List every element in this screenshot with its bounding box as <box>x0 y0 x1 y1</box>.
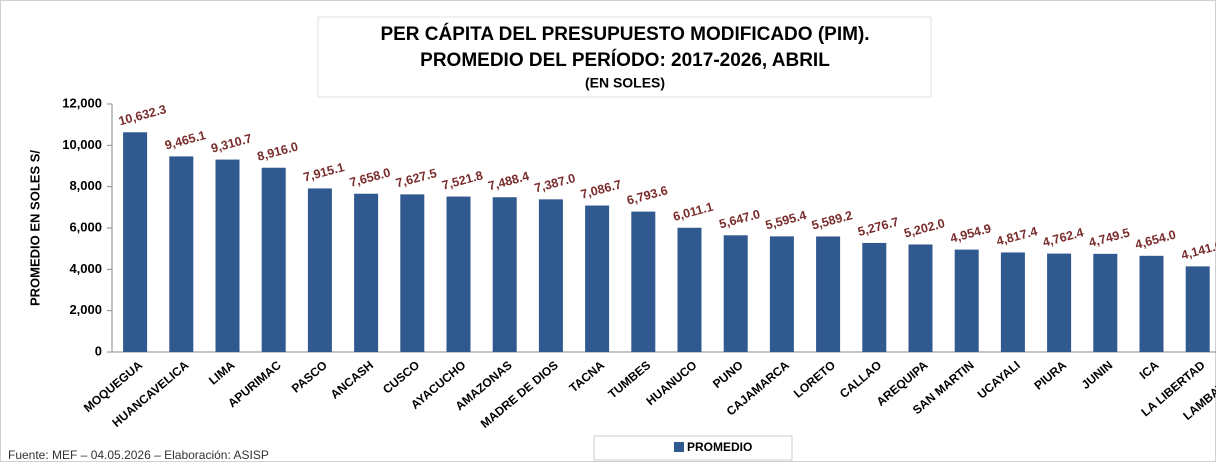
bar <box>400 194 425 352</box>
bar <box>1000 252 1025 352</box>
y-tick-label: 6,000 <box>69 219 102 234</box>
bar <box>585 205 610 352</box>
bar <box>816 236 841 352</box>
y-axis-label: PROMEDIO EN SOLES S/ <box>27 150 42 306</box>
y-tick-label: 10,000 <box>62 137 102 152</box>
bar <box>492 197 517 352</box>
bar <box>1093 253 1118 352</box>
bar <box>723 235 748 352</box>
y-tick-label: 4,000 <box>69 261 102 276</box>
bar <box>769 236 794 352</box>
y-tick-label: 8,000 <box>69 178 102 193</box>
bar <box>538 199 563 352</box>
bar <box>954 249 979 352</box>
bar <box>1185 266 1210 352</box>
bar <box>862 242 887 352</box>
bar <box>169 156 194 352</box>
bar <box>354 193 379 352</box>
chart-title: PER CÁPITA DEL PRESUPUESTO MODIFICADO (P… <box>380 23 869 45</box>
bar <box>307 188 332 352</box>
bar <box>1047 253 1072 352</box>
bar <box>123 132 148 352</box>
title-box <box>317 16 932 98</box>
bar <box>261 167 286 352</box>
y-tick-label: 2,000 <box>69 302 102 317</box>
legend-swatch <box>674 442 684 452</box>
source-note: Fuente: MEF – 04.05.2026 – Elaboración: … <box>8 448 269 462</box>
bar <box>446 196 471 352</box>
chart-title: PROMEDIO DEL PERÍODO: 2017-2026, ABRIL <box>420 49 830 71</box>
legend <box>593 435 793 461</box>
chart-subtitle: (EN SOLES) <box>585 75 665 91</box>
legend-label: PROMEDIO <box>687 440 752 454</box>
bar <box>1139 255 1164 352</box>
bar <box>677 227 702 352</box>
bar <box>215 159 240 352</box>
y-tick-label: 0 <box>95 343 102 358</box>
bar <box>908 244 933 352</box>
y-tick-label: 12,000 <box>62 95 102 110</box>
bar <box>631 211 656 352</box>
